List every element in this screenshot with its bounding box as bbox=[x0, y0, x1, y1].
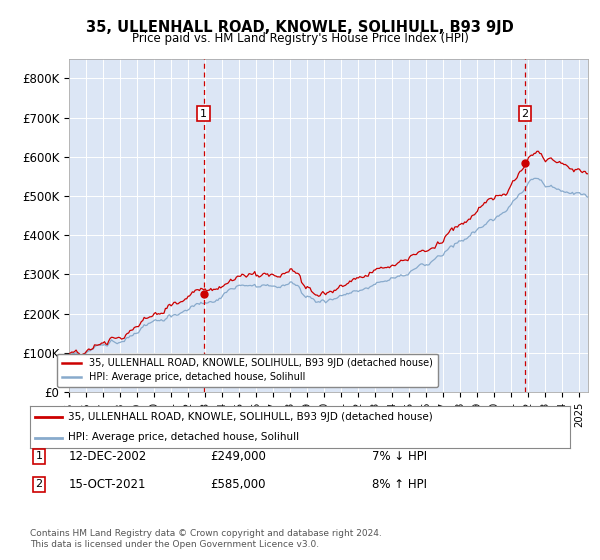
Text: £585,000: £585,000 bbox=[210, 478, 265, 491]
Text: 2: 2 bbox=[35, 479, 43, 489]
Text: £249,000: £249,000 bbox=[210, 450, 266, 463]
Legend: 35, ULLENHALL ROAD, KNOWLE, SOLIHULL, B93 9JD (detached house), HPI: Average pri: 35, ULLENHALL ROAD, KNOWLE, SOLIHULL, B9… bbox=[57, 353, 438, 387]
Text: 12-DEC-2002: 12-DEC-2002 bbox=[69, 450, 147, 463]
Text: Contains HM Land Registry data © Crown copyright and database right 2024.
This d: Contains HM Land Registry data © Crown c… bbox=[30, 529, 382, 549]
Text: Price paid vs. HM Land Registry's House Price Index (HPI): Price paid vs. HM Land Registry's House … bbox=[131, 32, 469, 45]
Text: 35, ULLENHALL ROAD, KNOWLE, SOLIHULL, B93 9JD: 35, ULLENHALL ROAD, KNOWLE, SOLIHULL, B9… bbox=[86, 20, 514, 35]
Text: 2: 2 bbox=[521, 109, 529, 119]
Text: 15-OCT-2021: 15-OCT-2021 bbox=[69, 478, 146, 491]
Text: 1: 1 bbox=[35, 451, 43, 461]
Text: 35, ULLENHALL ROAD, KNOWLE, SOLIHULL, B93 9JD (detached house): 35, ULLENHALL ROAD, KNOWLE, SOLIHULL, B9… bbox=[68, 412, 433, 422]
Text: HPI: Average price, detached house, Solihull: HPI: Average price, detached house, Soli… bbox=[68, 432, 299, 442]
Text: 8% ↑ HPI: 8% ↑ HPI bbox=[372, 478, 427, 491]
Text: 7% ↓ HPI: 7% ↓ HPI bbox=[372, 450, 427, 463]
Text: 1: 1 bbox=[200, 109, 207, 119]
